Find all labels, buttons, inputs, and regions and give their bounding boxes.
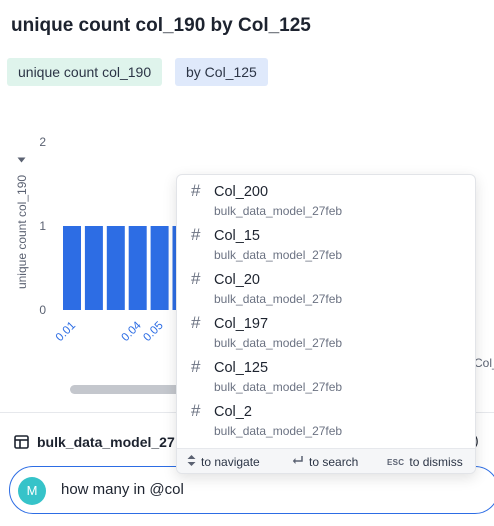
x-axis-label: Col_ [474, 356, 494, 370]
suggestion-source: bulk_data_model_27feb [214, 292, 343, 306]
suggestion-item[interactable]: # Col_125 bulk_data_model_27feb [177, 351, 475, 395]
y-tick-label: 2 [39, 135, 46, 149]
x-tick-label: 0.05 [141, 320, 165, 344]
measure-chip[interactable]: unique count col_190 [7, 58, 163, 86]
enter-key-icon [292, 455, 304, 469]
hash-icon: # [191, 313, 201, 332]
suggestion-item[interactable]: # Col_15 bulk_data_model_27feb [177, 219, 475, 263]
suggestion-item[interactable]: # Col_200 bulk_data_model_27feb [177, 175, 475, 219]
y-tick-label: 1 [39, 219, 46, 233]
data-source-selector[interactable]: bulk_data_model_27 [14, 432, 175, 452]
y-tick-label: 0 [39, 303, 46, 317]
table-icon [14, 435, 29, 449]
suggestion-name: Col_125 [214, 360, 269, 376]
data-source-trailing: ) [474, 432, 479, 448]
suggestion-item[interactable]: # Col_20 bulk_data_model_27feb [177, 263, 475, 307]
suggestion-source: bulk_data_model_27feb [214, 336, 343, 350]
avatar[interactable]: M [18, 477, 46, 505]
suggestion-source: bulk_data_model_27feb [214, 380, 343, 394]
suggestion-dropdown: # Col_200 bulk_data_model_27feb # Col_15 bulk… [176, 174, 476, 474]
chart-scrollbar-thumb[interactable] [70, 385, 200, 394]
suggestion-list: # Col_200 bulk_data_model_27feb # Col_15 bulk… [177, 175, 475, 439]
suggestion-name: Col_200 [214, 184, 269, 200]
chevron-down-icon [17, 157, 26, 163]
suggestion-name: Col_20 [214, 272, 260, 288]
dismiss-hint-label: to dismiss [409, 455, 463, 469]
bar [84, 226, 103, 310]
search-hint: to search [292, 455, 358, 469]
bar [128, 226, 147, 310]
page-title: unique count col_190 by Col_125 [11, 15, 311, 36]
suggestion-source: bulk_data_model_27feb [214, 248, 343, 262]
y-axis-label: unique count col_190 [15, 175, 29, 289]
bar [150, 226, 169, 310]
navigate-hint: to navigate [187, 455, 260, 469]
suggestion-source: bulk_data_model_27feb [214, 204, 343, 218]
data-source-name: bulk_data_model_27 [37, 434, 175, 450]
dismiss-hint: ESC to dismiss [387, 455, 463, 469]
attribute-chip[interactable]: by Col_125 [175, 58, 268, 86]
x-tick-label: 0.01 [54, 320, 78, 344]
suggestion-item[interactable]: # Col_2 bulk_data_model_27feb [177, 395, 475, 439]
dropdown-footer: to navigate to search ESC to dismiss [177, 448, 475, 473]
up-down-icon [187, 455, 196, 469]
search-bar[interactable]: M how many in @col [9, 466, 494, 514]
bar [106, 226, 125, 310]
chart-scrollbar[interactable] [70, 385, 494, 394]
hash-icon: # [191, 401, 201, 420]
esc-key-icon: ESC [387, 457, 405, 467]
suggestion-name: Col_197 [214, 316, 269, 332]
hash-icon: # [191, 181, 201, 200]
x-tick-label: 0.04 [120, 319, 145, 344]
suggestion-source: bulk_data_model_27feb [214, 424, 343, 438]
hash-icon: # [191, 269, 201, 288]
bar [63, 226, 81, 310]
search-hint-label: to search [309, 455, 359, 469]
search-input[interactable]: how many in @col [61, 481, 184, 498]
suggestion-item[interactable]: # Col_197 bulk_data_model_27feb [177, 307, 475, 351]
suggestion-name: Col_15 [214, 228, 260, 244]
hash-icon: # [191, 225, 201, 244]
hash-icon: # [191, 357, 201, 376]
navigate-hint-label: to navigate [201, 455, 260, 469]
suggestion-name: Col_2 [214, 404, 252, 420]
